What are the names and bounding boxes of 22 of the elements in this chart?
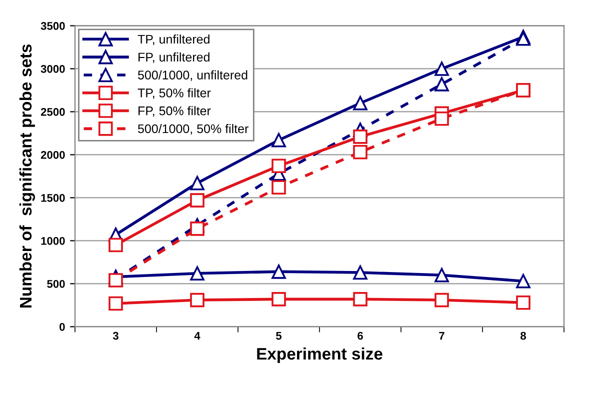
x-tick-label: 4 [194,332,200,340]
y-tick-label: 0 [60,322,65,331]
y-axis-title: Number of significant probe sets [19,44,36,308]
y-tick-label: 2000 [40,150,65,159]
y-tick-label: 2500 [40,108,65,116]
y-tick-label: 1000 [41,236,65,245]
legend-label: TP, unfiltered [138,34,210,46]
legend-label: 500/1000, 50% filter [138,124,248,135]
x-tick-label: 3 [112,332,118,340]
y-tick-label: 1500 [41,194,65,202]
legend-label: 500/1000, unfiltered [138,70,248,81]
x-axis-title: Experiment size [257,347,382,364]
x-tick-label: 8 [520,332,526,340]
x-tick-label: 7 [439,332,444,340]
legend-label: TP, 50% filter [138,88,211,99]
y-tick-label: 3000 [40,65,65,73]
x-tick-label: 5 [276,332,282,340]
y-tick-label: 500 [47,280,65,288]
x-tick-label: 6 [358,332,363,340]
legend-label: FP, unfiltered [138,52,210,64]
legend-label: FP, 50% filter [138,106,211,117]
y-tick-label: 3500 [40,22,65,30]
